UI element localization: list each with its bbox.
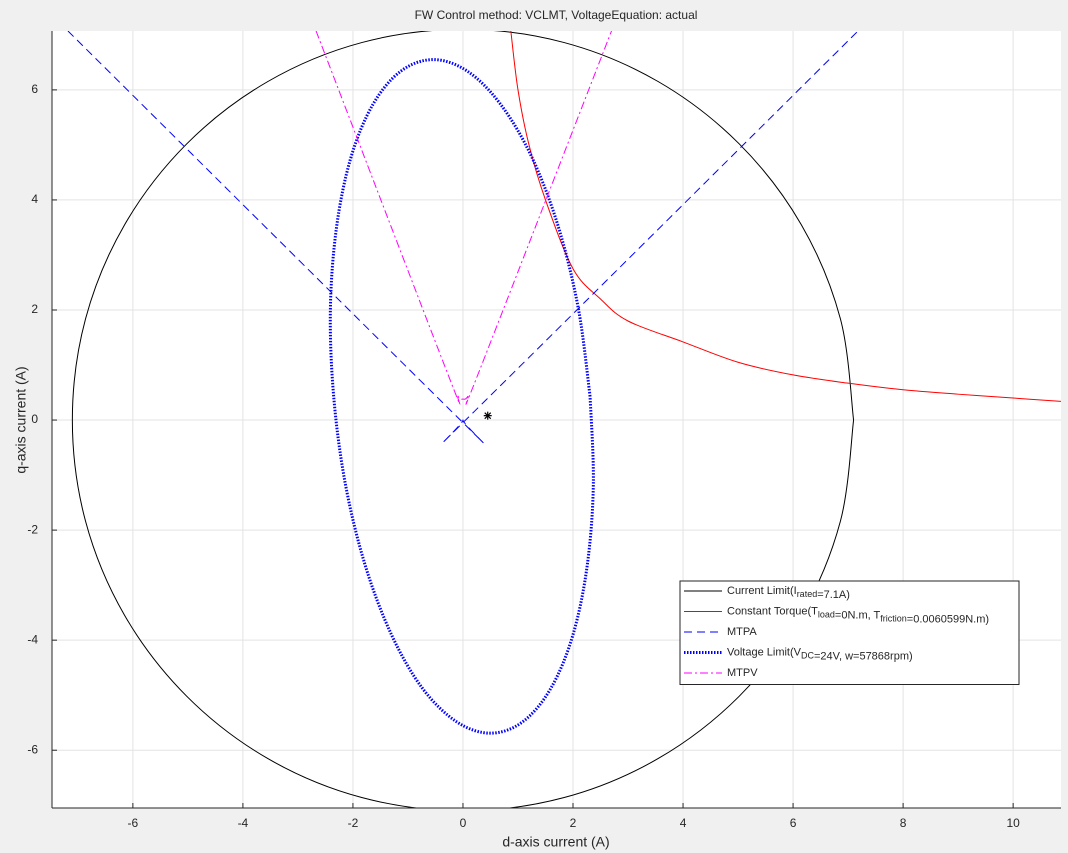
plot-area: [52, 31, 1061, 808]
legend-text: =0N.m, T: [835, 609, 881, 621]
x-tick-label: 8: [900, 816, 907, 830]
x-tick-label: 2: [570, 816, 577, 830]
x-tick-label: -4: [238, 816, 249, 830]
legend-label: MTPV: [727, 667, 758, 679]
plot-data: [67, 31, 1061, 808]
y-tick-label: 2: [31, 302, 38, 316]
legend-subscript: friction: [880, 614, 907, 624]
legend-text: Voltage Limit(V: [727, 646, 802, 658]
x-tick-label: 6: [790, 816, 797, 830]
y-axis-label: q-axis current (A): [13, 366, 29, 473]
legend-text: MTPA: [727, 626, 757, 638]
legend-label: Current Limit(Irated=7.1A): [727, 585, 850, 601]
legend-text: MTPV: [727, 667, 758, 679]
series-line: [510, 31, 1061, 402]
y-tick-label: -6: [27, 742, 38, 756]
y-tick-label: -4: [27, 632, 38, 646]
series-line: [328, 58, 595, 735]
chart-title: FW Control method: VCLMT, VoltageEquatio…: [415, 8, 698, 22]
legend-text: Current Limit(I: [727, 585, 797, 597]
x-tick-label: 0: [460, 816, 467, 830]
legend-box: [679, 580, 1020, 685]
legend-text: =0.0060599N.m): [907, 613, 989, 625]
y-tick-label: -2: [27, 522, 38, 536]
series-line: [315, 31, 612, 405]
x-axis-label: d-axis current (A): [502, 834, 609, 850]
legend-label: MTPA: [727, 626, 757, 638]
legend-subscript: load: [818, 610, 835, 620]
series-line: [67, 31, 859, 444]
legend-label: Constant Torque(Tload=0N.m, Tfriction=0.…: [727, 605, 989, 625]
legend-text: =7.1A): [817, 589, 850, 601]
legend-label: Voltage Limit(VDC=24V, w=57868rpm): [727, 646, 913, 662]
grid: [52, 31, 1061, 808]
legend-subscript: DC: [801, 651, 814, 661]
x-tick-label: -2: [348, 816, 359, 830]
series-line: [71, 31, 855, 808]
x-tick-label: -6: [128, 816, 139, 830]
x-tick-label: 10: [1006, 816, 1020, 830]
legend: Current Limit(Irated=7.1A) Constant Torqu…: [679, 580, 1020, 685]
x-tick-label: 4: [680, 816, 687, 830]
y-tick-label: 6: [31, 82, 38, 96]
legend-text: Constant Torque(T: [727, 605, 818, 617]
legend-subscript: rated: [797, 589, 818, 599]
y-tick-label: 0: [31, 412, 38, 426]
y-tick-label: 4: [31, 192, 38, 206]
point-marker: [483, 411, 492, 420]
marker-stroke: [484, 412, 492, 420]
legend-text: =24V, w=57868rpm): [814, 650, 913, 662]
